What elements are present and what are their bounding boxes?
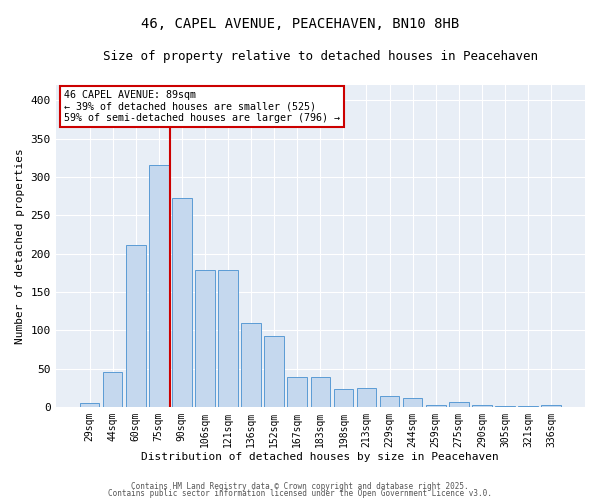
Bar xyxy=(403,398,422,407)
Bar xyxy=(426,404,446,407)
Bar xyxy=(334,389,353,407)
Text: Contains public sector information licensed under the Open Government Licence v3: Contains public sector information licen… xyxy=(108,488,492,498)
Bar xyxy=(218,270,238,407)
X-axis label: Distribution of detached houses by size in Peacehaven: Distribution of detached houses by size … xyxy=(142,452,499,462)
Bar xyxy=(265,336,284,407)
Bar xyxy=(518,406,538,407)
Text: 46 CAPEL AVENUE: 89sqm
← 39% of detached houses are smaller (525)
59% of semi-de: 46 CAPEL AVENUE: 89sqm ← 39% of detached… xyxy=(64,90,340,123)
Y-axis label: Number of detached properties: Number of detached properties xyxy=(15,148,25,344)
Text: Contains HM Land Registry data © Crown copyright and database right 2025.: Contains HM Land Registry data © Crown c… xyxy=(131,482,469,491)
Bar xyxy=(241,322,261,407)
Bar xyxy=(472,404,492,407)
Bar xyxy=(126,245,146,407)
Bar xyxy=(311,377,330,407)
Bar xyxy=(356,388,376,407)
Title: Size of property relative to detached houses in Peacehaven: Size of property relative to detached ho… xyxy=(103,50,538,63)
Bar xyxy=(449,402,469,407)
Text: 46, CAPEL AVENUE, PEACEHAVEN, BN10 8HB: 46, CAPEL AVENUE, PEACEHAVEN, BN10 8HB xyxy=(141,18,459,32)
Bar xyxy=(172,198,191,407)
Bar xyxy=(149,166,169,407)
Bar xyxy=(80,403,100,407)
Bar xyxy=(195,270,215,407)
Bar xyxy=(380,396,400,407)
Bar xyxy=(495,406,515,407)
Bar xyxy=(287,377,307,407)
Bar xyxy=(103,372,122,407)
Bar xyxy=(541,404,561,407)
